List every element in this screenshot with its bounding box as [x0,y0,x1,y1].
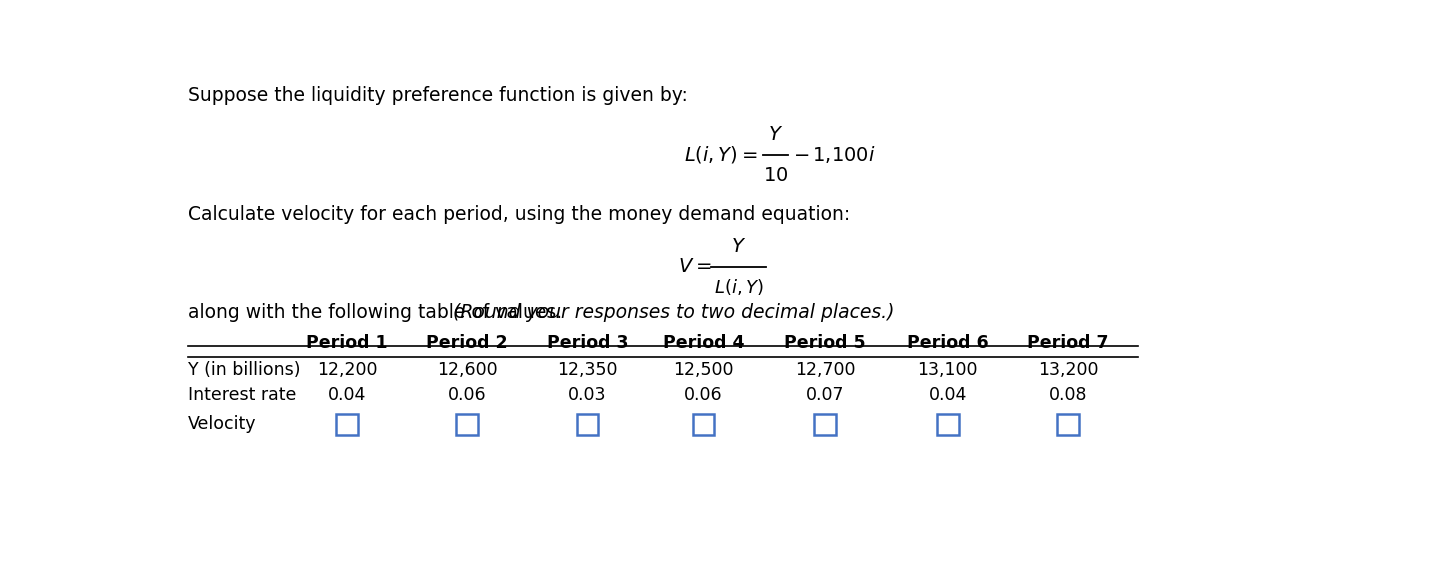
Text: 0.06: 0.06 [684,386,723,404]
Text: along with the following table of values.: along with the following table of values… [188,303,569,321]
Text: Period 1: Period 1 [306,333,388,352]
Text: 12,700: 12,700 [796,362,855,379]
Text: 0.07: 0.07 [806,386,845,404]
Bar [1057,414,1079,435]
Text: 0.03: 0.03 [567,386,606,404]
Text: Period 3: Period 3 [547,333,628,352]
Text: 12,600: 12,600 [438,362,498,379]
Text: 0.06: 0.06 [448,386,487,404]
Text: Period 4: Period 4 [663,333,744,352]
Text: Suppose the liquidity preference function is given by:: Suppose the liquidity preference functio… [188,86,689,105]
Text: Interest rate: Interest rate [188,386,296,404]
Bar [336,414,358,435]
Text: 13,100: 13,100 [917,362,978,379]
Text: $10$: $10$ [762,166,788,185]
Text: 0.04: 0.04 [328,386,367,404]
Text: Period 6: Period 6 [907,333,989,352]
Text: Velocity: Velocity [188,415,257,434]
Text: $-\,1{,}100i$: $-\,1{,}100i$ [793,144,875,165]
Text: $L(i, Y)$: $L(i, Y)$ [713,277,764,297]
Text: Y (in billions): Y (in billions) [188,362,300,379]
Bar [693,414,715,435]
Text: (Round your responses to two decimal places.): (Round your responses to two decimal pla… [453,303,895,321]
Bar [814,414,836,435]
Text: 13,200: 13,200 [1038,362,1097,379]
Bar [576,414,598,435]
Text: Period 7: Period 7 [1027,333,1109,352]
Text: Calculate velocity for each period, using the money demand equation:: Calculate velocity for each period, usin… [188,205,851,224]
Text: Period 2: Period 2 [426,333,508,352]
Text: $Y$: $Y$ [731,237,747,256]
Text: $Y$: $Y$ [768,125,783,144]
Text: 12,350: 12,350 [557,362,618,379]
Text: 0.08: 0.08 [1048,386,1087,404]
Text: 12,200: 12,200 [316,362,377,379]
Text: $V =$: $V =$ [677,257,712,276]
Text: Period 5: Period 5 [784,333,866,352]
Bar [937,414,959,435]
Bar [456,414,478,435]
Text: 12,500: 12,500 [673,362,734,379]
Text: $L(i, Y) =$: $L(i, Y) =$ [684,144,758,165]
Text: 0.04: 0.04 [928,386,967,404]
